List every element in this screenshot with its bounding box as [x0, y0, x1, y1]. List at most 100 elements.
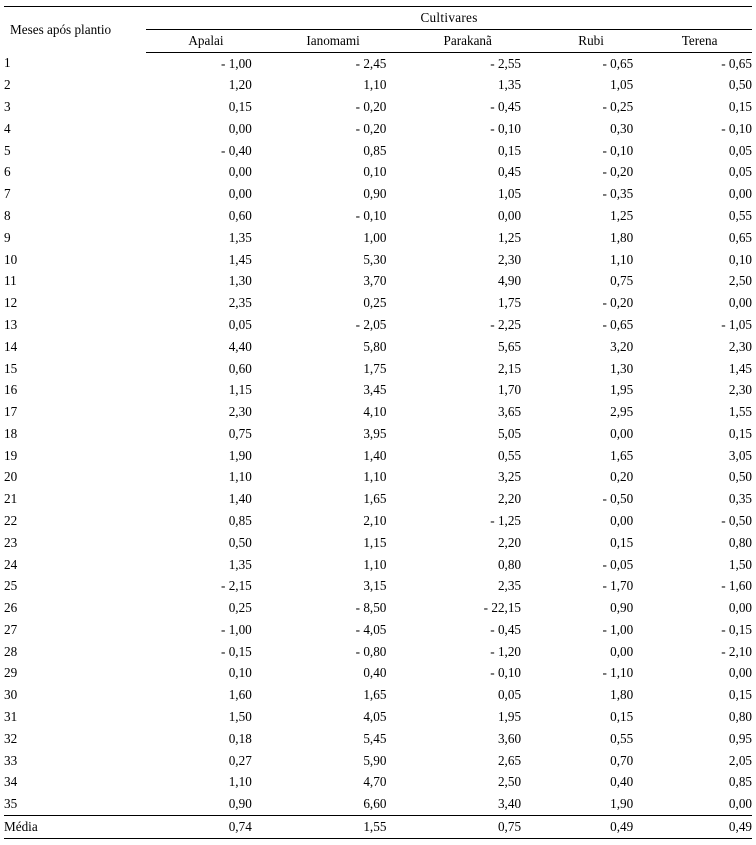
month-cell: 31 [4, 706, 146, 728]
table-row: 60,000,100,45- 0,200,05 [4, 161, 752, 183]
table-row: 40,00- 0,20- 0,100,30- 0,10 [4, 118, 752, 140]
value-cell: - 1,25 [400, 510, 535, 532]
value-cell: - 1,70 [535, 575, 647, 597]
value-cell: 0,00 [535, 510, 647, 532]
value-cell: 0,10 [146, 662, 266, 684]
value-cell: - 2,55 [400, 52, 535, 74]
value-cell: - 0,50 [647, 510, 752, 532]
value-cell: 1,05 [535, 74, 647, 96]
value-cell: 2,50 [400, 771, 535, 793]
value-cell: 2,65 [400, 750, 535, 772]
value-cell: 0,50 [146, 532, 266, 554]
value-cell: 2,30 [647, 379, 752, 401]
month-cell: 6 [4, 161, 146, 183]
value-cell: 2,35 [146, 292, 266, 314]
table-row: 220,852,10- 1,250,00- 0,50 [4, 510, 752, 532]
month-cell: 34 [4, 771, 146, 793]
table-row: 5- 0,400,850,15- 0,100,05 [4, 140, 752, 162]
value-cell: 1,95 [535, 379, 647, 401]
table-row: 330,275,902,650,702,05 [4, 750, 752, 772]
value-cell: 0,00 [146, 118, 266, 140]
value-cell: 0,25 [146, 597, 266, 619]
value-cell: 0,90 [146, 793, 266, 815]
row-label-header: Meses após plantio [4, 7, 146, 53]
value-cell: 1,20 [146, 74, 266, 96]
value-cell: 0,15 [535, 532, 647, 554]
value-cell: 3,70 [266, 270, 401, 292]
value-cell: - 0,10 [400, 118, 535, 140]
value-cell: 5,90 [266, 750, 401, 772]
month-cell: 5 [4, 140, 146, 162]
value-cell: 0,60 [146, 205, 266, 227]
value-cell: 3,25 [400, 466, 535, 488]
value-cell: 3,15 [266, 575, 401, 597]
value-cell: 0,50 [647, 466, 752, 488]
value-cell: 0,10 [266, 161, 401, 183]
value-cell: 1,90 [535, 793, 647, 815]
table-row: 180,753,955,050,000,15 [4, 423, 752, 445]
value-cell: - 1,00 [146, 52, 266, 74]
month-cell: 13 [4, 314, 146, 336]
value-cell: 0,00 [647, 183, 752, 205]
value-cell: 0,15 [400, 140, 535, 162]
value-cell: 2,30 [146, 401, 266, 423]
value-cell: 5,65 [400, 336, 535, 358]
table-row: 301,601,650,051,800,15 [4, 684, 752, 706]
value-cell: - 0,20 [535, 161, 647, 183]
table-row: 191,901,400,551,653,05 [4, 445, 752, 467]
value-cell: - 1,20 [400, 641, 535, 663]
table-row: 144,405,805,653,202,30 [4, 336, 752, 358]
value-cell: - 2,05 [266, 314, 401, 336]
value-cell: 4,10 [266, 401, 401, 423]
table-row: 91,351,001,251,800,65 [4, 227, 752, 249]
value-cell: 3,40 [400, 793, 535, 815]
month-cell: 32 [4, 728, 146, 750]
footer-val: 0,49 [535, 815, 647, 838]
value-cell: 1,75 [400, 292, 535, 314]
value-cell: 5,80 [266, 336, 401, 358]
value-cell: 1,10 [266, 74, 401, 96]
table-row: 1- 1,00- 2,45- 2,55- 0,65- 0,65 [4, 52, 752, 74]
value-cell: 2,35 [400, 575, 535, 597]
value-cell: 1,95 [400, 706, 535, 728]
value-cell: - 1,00 [146, 619, 266, 641]
value-cell: - 0,40 [146, 140, 266, 162]
table-row: 27- 1,00- 4,05- 0,45- 1,00- 0,15 [4, 619, 752, 641]
value-cell: 1,25 [535, 205, 647, 227]
table-row: 172,304,103,652,951,55 [4, 401, 752, 423]
value-cell: 0,65 [647, 227, 752, 249]
value-cell: 0,55 [535, 728, 647, 750]
month-cell: 25 [4, 575, 146, 597]
table-row: 230,501,152,200,150,80 [4, 532, 752, 554]
value-cell: - 22,15 [400, 597, 535, 619]
value-cell: 2,50 [647, 270, 752, 292]
value-cell: - 0,45 [400, 96, 535, 118]
value-cell: 0,15 [535, 706, 647, 728]
value-cell: 1,25 [400, 227, 535, 249]
col-header-terena: Terena [647, 29, 752, 52]
table-row: 161,153,451,701,952,30 [4, 379, 752, 401]
value-cell: - 2,45 [266, 52, 401, 74]
value-cell: 2,10 [266, 510, 401, 532]
month-cell: 18 [4, 423, 146, 445]
value-cell: 0,05 [400, 684, 535, 706]
value-cell: 1,50 [647, 554, 752, 576]
value-cell: 5,30 [266, 249, 401, 271]
value-cell: 0,40 [266, 662, 401, 684]
value-cell: 0,00 [647, 292, 752, 314]
value-cell: 0,45 [400, 161, 535, 183]
value-cell: 1,90 [146, 445, 266, 467]
value-cell: 1,60 [146, 684, 266, 706]
value-cell: 2,30 [400, 249, 535, 271]
value-cell: 1,10 [266, 466, 401, 488]
value-cell: - 0,65 [535, 52, 647, 74]
value-cell: - 0,50 [535, 488, 647, 510]
value-cell: 0,00 [400, 205, 535, 227]
value-cell: 5,05 [400, 423, 535, 445]
month-cell: 33 [4, 750, 146, 772]
value-cell: 0,25 [266, 292, 401, 314]
month-cell: 14 [4, 336, 146, 358]
table-row: 241,351,100,80- 0,051,50 [4, 554, 752, 576]
table-row: 70,000,901,05- 0,350,00 [4, 183, 752, 205]
value-cell: 0,00 [535, 423, 647, 445]
